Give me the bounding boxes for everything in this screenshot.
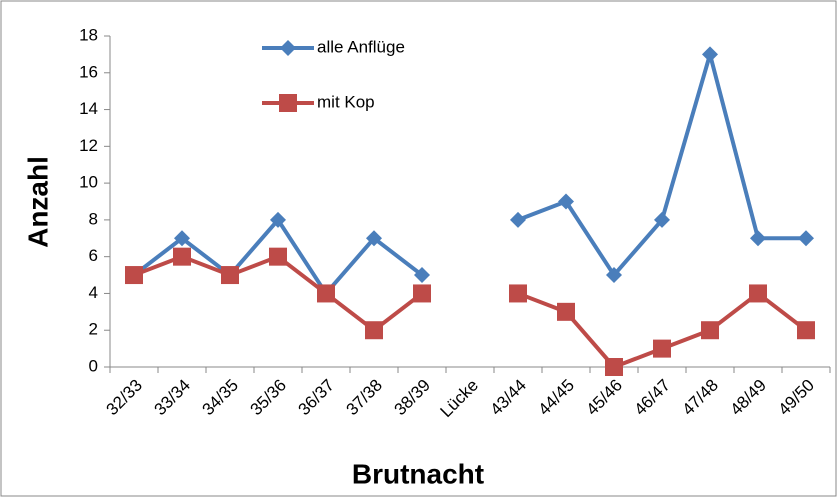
point: [174, 230, 190, 247]
point: [797, 321, 815, 340]
point: [701, 321, 719, 340]
point: [173, 247, 191, 266]
y-tick-label: 16: [79, 62, 98, 81]
point: [221, 266, 239, 285]
point: [749, 284, 767, 303]
legend-marker: [279, 94, 297, 112]
point: [270, 211, 286, 228]
point: [366, 230, 382, 247]
point: [269, 247, 287, 266]
point: [509, 284, 527, 303]
y-tick-label: 8: [89, 209, 98, 228]
legend-marker: [280, 40, 296, 56]
point: [413, 284, 431, 303]
point: [750, 230, 766, 247]
y-tick-label: 4: [89, 283, 98, 302]
y-tick-label: 6: [89, 246, 98, 265]
y-tick-label: 2: [89, 320, 98, 339]
point: [510, 211, 526, 228]
y-tick-label: 18: [79, 25, 98, 44]
point: [557, 302, 575, 321]
y-tick-label: 10: [79, 173, 98, 192]
y-tick-label: 12: [79, 136, 98, 155]
point: [605, 358, 623, 376]
y-tick-label: 0: [89, 356, 98, 375]
point: [317, 284, 335, 303]
point: [702, 46, 718, 63]
point: [653, 339, 671, 358]
y-tick-label: 14: [79, 99, 98, 118]
point: [798, 230, 814, 247]
y-axis-title: Anzahl: [22, 156, 53, 248]
point: [365, 321, 383, 340]
legend-label: mit Kop: [317, 92, 375, 111]
x-axis-title: Brutnacht: [352, 458, 484, 489]
point: [606, 267, 622, 284]
point: [654, 211, 670, 228]
point: [558, 193, 574, 210]
point: [125, 266, 143, 285]
point: [414, 267, 430, 284]
legend-label: alle Anflüge: [317, 37, 405, 56]
